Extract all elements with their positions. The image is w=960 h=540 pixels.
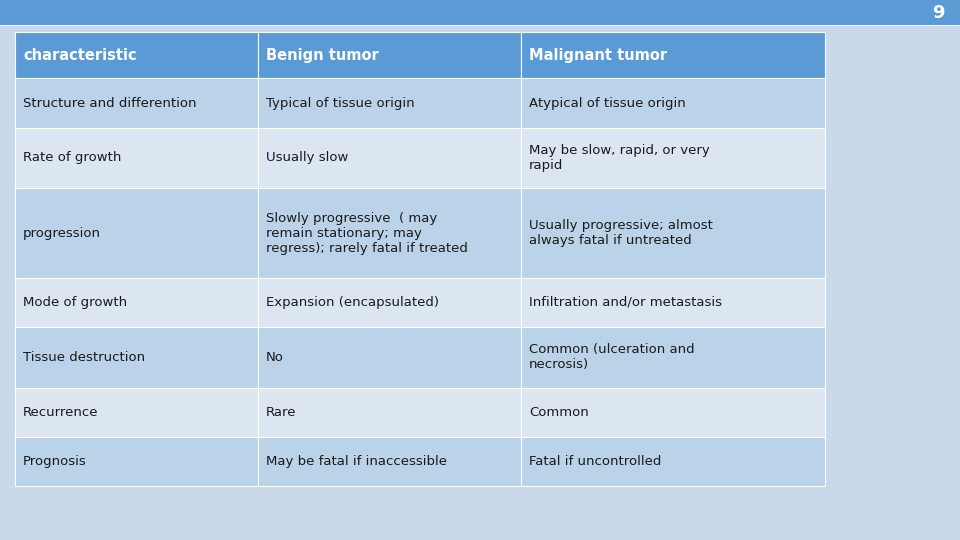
Text: Fatal if uncontrolled: Fatal if uncontrolled (529, 455, 661, 468)
Text: Usually slow: Usually slow (266, 152, 348, 165)
FancyBboxPatch shape (521, 78, 825, 127)
FancyBboxPatch shape (258, 78, 521, 127)
FancyBboxPatch shape (258, 32, 521, 78)
FancyBboxPatch shape (258, 437, 521, 486)
Text: Rare: Rare (266, 406, 297, 419)
FancyBboxPatch shape (521, 327, 825, 388)
FancyBboxPatch shape (15, 327, 258, 388)
Text: Typical of tissue origin: Typical of tissue origin (266, 97, 415, 110)
FancyBboxPatch shape (258, 188, 521, 278)
Text: Benign tumor: Benign tumor (266, 48, 379, 63)
FancyBboxPatch shape (15, 78, 258, 127)
Text: Expansion (encapsulated): Expansion (encapsulated) (266, 296, 439, 309)
FancyBboxPatch shape (15, 32, 258, 78)
Text: progression: progression (23, 226, 101, 240)
FancyBboxPatch shape (521, 188, 825, 278)
Text: No: No (266, 350, 284, 364)
FancyBboxPatch shape (258, 278, 521, 327)
Text: Atypical of tissue origin: Atypical of tissue origin (529, 97, 686, 110)
FancyBboxPatch shape (15, 127, 258, 188)
Text: Recurrence: Recurrence (23, 406, 99, 419)
Text: Tissue destruction: Tissue destruction (23, 350, 145, 364)
Text: May be fatal if inaccessible: May be fatal if inaccessible (266, 455, 447, 468)
FancyBboxPatch shape (521, 437, 825, 486)
Text: Common (ulceration and
necrosis): Common (ulceration and necrosis) (529, 343, 695, 371)
FancyBboxPatch shape (258, 127, 521, 188)
Text: May be slow, rapid, or very
rapid: May be slow, rapid, or very rapid (529, 144, 710, 172)
FancyBboxPatch shape (521, 388, 825, 437)
Text: Infiltration and/or metastasis: Infiltration and/or metastasis (529, 296, 722, 309)
FancyBboxPatch shape (15, 278, 258, 327)
FancyBboxPatch shape (15, 388, 258, 437)
Text: Mode of growth: Mode of growth (23, 296, 127, 309)
FancyBboxPatch shape (15, 188, 258, 278)
Text: Prognosis: Prognosis (23, 455, 86, 468)
Text: Common: Common (529, 406, 589, 419)
FancyBboxPatch shape (15, 437, 258, 486)
FancyBboxPatch shape (0, 0, 960, 25)
FancyBboxPatch shape (521, 278, 825, 327)
Text: characteristic: characteristic (23, 48, 136, 63)
FancyBboxPatch shape (258, 388, 521, 437)
Text: Malignant tumor: Malignant tumor (529, 48, 667, 63)
Text: 9: 9 (932, 3, 945, 22)
FancyBboxPatch shape (258, 327, 521, 388)
Text: Structure and differention: Structure and differention (23, 97, 197, 110)
Text: Usually progressive; almost
always fatal if untreated: Usually progressive; almost always fatal… (529, 219, 713, 247)
Text: Rate of growth: Rate of growth (23, 152, 121, 165)
FancyBboxPatch shape (521, 127, 825, 188)
FancyBboxPatch shape (521, 32, 825, 78)
Text: Slowly progressive  ( may
remain stationary; may
regress); rarely fatal if treat: Slowly progressive ( may remain stationa… (266, 212, 468, 254)
